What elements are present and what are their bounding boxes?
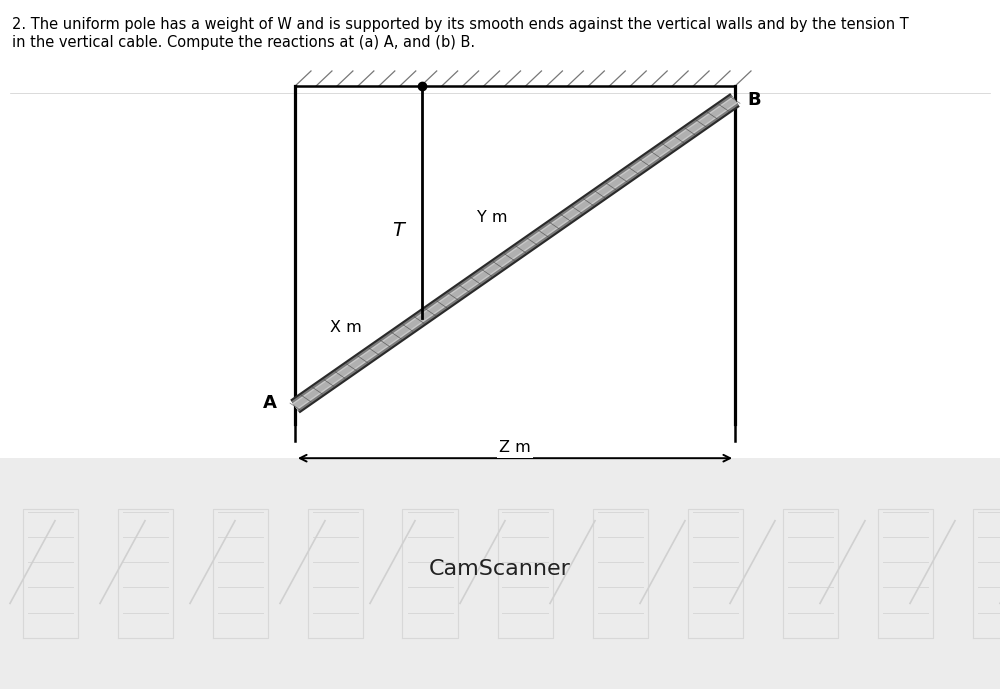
Bar <box>0 0 1000 458</box>
Text: Z m: Z m <box>499 440 531 455</box>
Text: CamScanner: CamScanner <box>429 559 571 579</box>
Text: Y m: Y m <box>477 209 508 225</box>
Text: 2. The uniform pole has a weight of W and is supported by its smooth ends agains: 2. The uniform pole has a weight of W an… <box>12 17 909 50</box>
Text: T: T <box>392 221 404 240</box>
Text: X m: X m <box>330 320 362 335</box>
Text: B: B <box>747 91 761 109</box>
Bar <box>0 458 1000 689</box>
Text: A: A <box>263 394 277 412</box>
